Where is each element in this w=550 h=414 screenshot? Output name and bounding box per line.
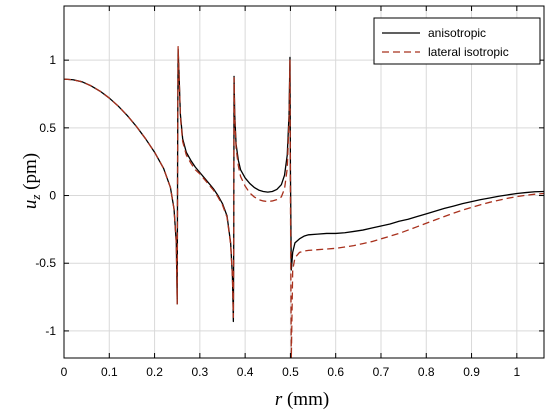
series-layer	[64, 45, 544, 358]
ticks: 0 0.1 0.2 0.3 0.4 0.5 0.6 0.7 0.8 0.9 1 1 0.5 0 -0.5 -1	[35, 6, 544, 379]
x-tick-label: 0.4	[237, 365, 254, 379]
y-tick-label: 0	[49, 189, 56, 203]
y-axis-subscript: z	[28, 195, 43, 201]
x-tick-label: 0.7	[373, 365, 390, 379]
x-tick-label: 0.8	[418, 365, 435, 379]
x-tick-label: 0.2	[146, 365, 163, 379]
x-tick-label: 0.9	[463, 365, 480, 379]
y-axis-label: uz (pm)	[20, 153, 43, 209]
x-tick-label: 0	[61, 365, 68, 379]
legend: anisotropic lateral isotropic	[373, 17, 541, 65]
legend-label-lateral-isotropic: lateral isotropic	[428, 45, 509, 59]
y-axis-variable: u	[20, 200, 41, 210]
series-line-lateral-isotropic	[64, 45, 544, 358]
plot-frame	[63, 5, 545, 359]
x-tick-label: 0.6	[327, 365, 344, 379]
legend-label-anisotropic: anisotropic	[428, 26, 486, 40]
y-tick-label: 1	[49, 53, 56, 67]
y-axis-unit-text: (pm)	[20, 153, 41, 190]
y-tick-label: -0.5	[35, 256, 56, 270]
x-axis-unit: (mm)	[287, 389, 329, 410]
y-tick-label: 0.5	[39, 121, 56, 135]
legend-box	[373, 17, 541, 65]
y-tick-label: -1	[45, 324, 56, 338]
x-tick-label: 0.3	[192, 365, 209, 379]
x-tick-label: 0.1	[101, 365, 118, 379]
x-axis-label: r (mm)	[275, 389, 329, 410]
x-tick-label: 1	[513, 365, 520, 379]
x-tick-label: 0.5	[282, 365, 299, 379]
x-axis-variable: r	[275, 389, 283, 410]
